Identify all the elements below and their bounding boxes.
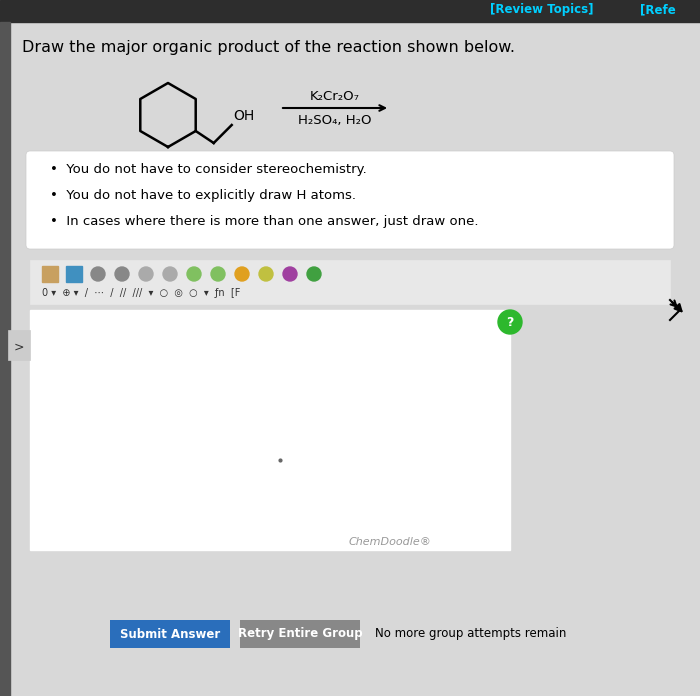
Circle shape [163,267,177,281]
Text: >: > [14,340,24,354]
Text: Draw the major organic product of the reaction shown below.: Draw the major organic product of the re… [22,40,515,55]
Text: [Review Topics]: [Review Topics] [490,3,594,16]
Text: OH: OH [234,109,255,123]
Text: ChemDoodle®: ChemDoodle® [349,537,431,547]
Text: K₂Cr₂O₇: K₂Cr₂O₇ [310,90,360,103]
Text: Retry Entire Group: Retry Entire Group [238,628,363,640]
Text: •  You do not have to explicitly draw H atoms.: • You do not have to explicitly draw H a… [50,189,356,202]
Circle shape [115,267,129,281]
Circle shape [498,310,522,334]
Circle shape [187,267,201,281]
Text: •  You do not have to consider stereochemistry.: • You do not have to consider stereochem… [50,163,367,176]
Bar [8,330,30,360]
Circle shape [307,267,321,281]
Circle shape [139,267,153,281]
Text: H₂SO₄, H₂O: H₂SO₄, H₂O [298,114,372,127]
Text: ?: ? [506,315,514,329]
Bar [42,266,58,282]
Text: [Refe: [Refe [640,3,676,16]
Circle shape [259,267,273,281]
Text: No more group attempts remain: No more group attempts remain [375,628,566,640]
Circle shape [211,267,225,281]
Bar [30,260,670,304]
Text: Submit Answer: Submit Answer [120,628,220,640]
Bar [110,620,230,648]
Bar [0,0,700,22]
Circle shape [91,267,105,281]
Circle shape [283,267,297,281]
Bar [66,266,82,282]
Bar [30,310,510,550]
Text: 0 ▾  ⊕ ▾  /  ⋯  /  //  ///  ▾  ○  ◎  ○  ▾  ƒn  [F: 0 ▾ ⊕ ▾ / ⋯ / // /// ▾ ○ ◎ ○ ▾ ƒn [F [42,288,240,298]
Circle shape [235,267,249,281]
FancyBboxPatch shape [26,151,674,249]
Bar [240,620,360,648]
Bar [0,22,10,696]
Text: •  In cases where there is more than one answer, just draw one.: • In cases where there is more than one … [50,215,479,228]
